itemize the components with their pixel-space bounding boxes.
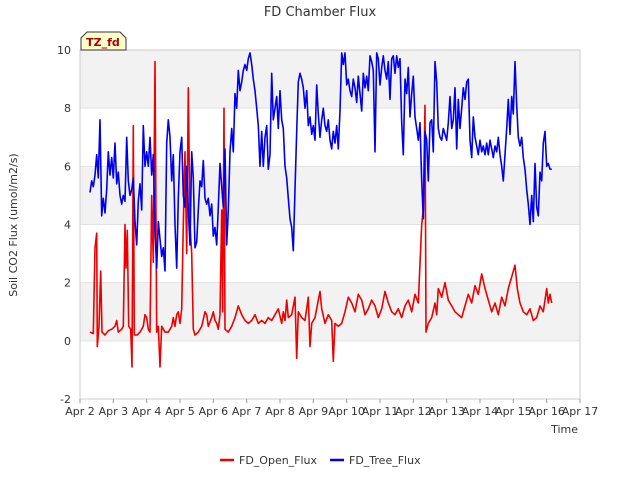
x-tick-label: Apr 2 — [65, 405, 95, 418]
y-tick-label: 6 — [64, 160, 71, 173]
x-tick-label: Apr 16 — [528, 405, 565, 418]
site-badge: TZ_fd — [80, 31, 127, 51]
x-axis-ticks: Apr 2 Apr 3 Apr 4 Apr 5 Apr 6 Apr 7 Apr 8 Apr 9… — [65, 399, 598, 418]
x-tick-label: Apr 8 — [265, 405, 295, 418]
site-badge-shape — [80, 31, 127, 51]
x-tick-label: Apr 7 — [232, 405, 262, 418]
x-tick-label: Apr 14 — [462, 405, 499, 418]
legend-label: FD_Tree_Flux — [349, 454, 421, 467]
x-tick-label: Apr 10 — [328, 405, 365, 418]
x-axis-label: Time — [550, 423, 578, 436]
y-tick-label: 4 — [64, 219, 71, 232]
x-tick-label: Apr 9 — [299, 405, 329, 418]
y-axis-ticks: -2 0 2 4 6 8 10 — [57, 44, 71, 406]
y-axis-label: Soil CO2 Flux (umol/m2/s) — [7, 153, 20, 296]
site-badge-label: TZ_fd — [86, 36, 120, 49]
y-tick-label: 0 — [64, 335, 71, 348]
x-tick-label: Apr 6 — [199, 405, 229, 418]
x-tick-label: Apr 4 — [132, 405, 162, 418]
x-tick-label: Apr 17 — [562, 405, 599, 418]
grid-band — [80, 166, 580, 225]
legend: FD_Open_Flux FD_Tree_Flux — [220, 454, 421, 467]
x-tick-label: Apr 3 — [99, 405, 129, 418]
plot-area-border — [79, 49, 581, 400]
chart-title: FD Chamber Flux — [264, 5, 377, 20]
y-tick-label: 2 — [64, 277, 71, 290]
series-lines — [89, 52, 553, 368]
y-tick-label: 8 — [64, 102, 71, 115]
x-tick-label: Apr 5 — [165, 405, 195, 418]
grid-band — [80, 50, 580, 109]
series-line-fd-tree-flux — [89, 52, 552, 272]
x-tick-label: Apr 15 — [495, 405, 532, 418]
legend-label: FD_Open_Flux — [239, 454, 318, 467]
series-line-fd-open-flux — [89, 60, 553, 368]
x-tick-label: Apr 12 — [395, 405, 432, 418]
x-tick-label: Apr 11 — [362, 405, 399, 418]
grid-band — [80, 282, 580, 341]
x-tick-label: Apr 13 — [428, 405, 465, 418]
y-tick-label: 10 — [57, 44, 71, 57]
y-tick-label: -2 — [60, 393, 71, 406]
